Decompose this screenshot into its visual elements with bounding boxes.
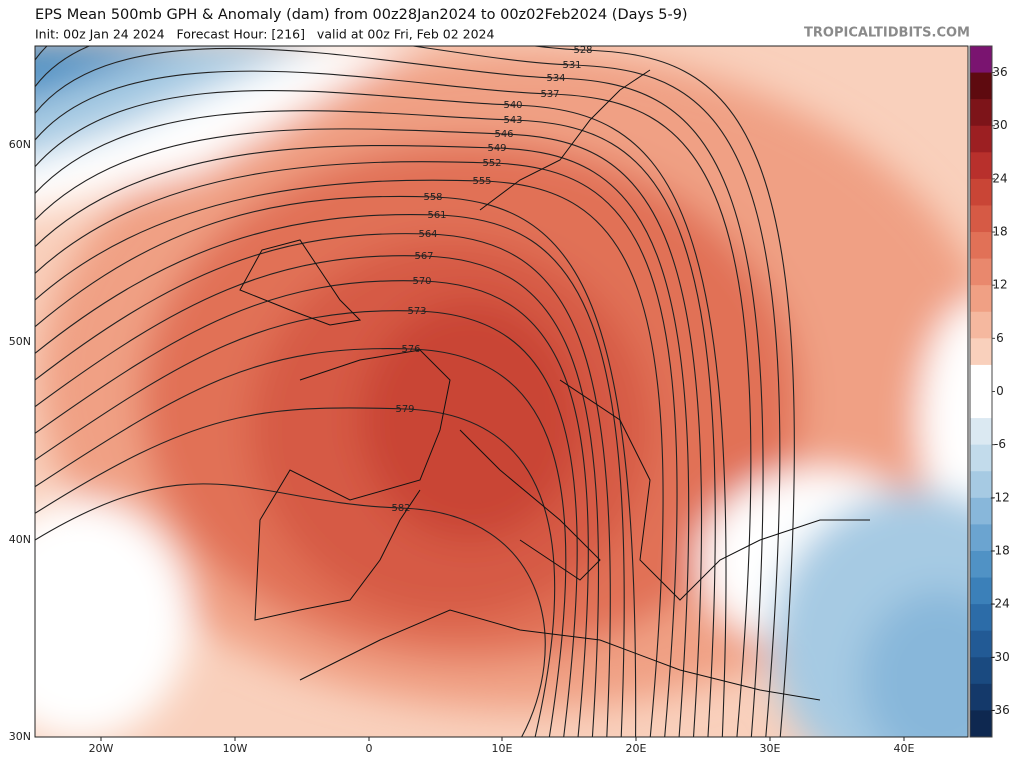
colorbar-tick-label: -30 <box>990 650 1010 664</box>
contour-line <box>35 407 556 737</box>
colorbar-swatch <box>970 710 992 738</box>
colorbar-swatch <box>970 258 992 286</box>
lon-label: 20E <box>626 742 647 755</box>
contour-label: 549 <box>487 143 506 154</box>
colorbar-swatch <box>970 364 992 392</box>
subtitle: Init: 00z Jan 24 2024 Forecast Hour: [21… <box>35 27 495 42</box>
colorbar-tick-label: -36 <box>990 703 1010 717</box>
lat-label: 30N <box>9 730 31 743</box>
contour-line <box>35 233 611 737</box>
colorbar-swatch <box>970 338 992 366</box>
contour-label: 576 <box>401 344 420 355</box>
contour-label: 540 <box>503 100 522 111</box>
contour-label: 567 <box>414 251 433 262</box>
colorbar-swatch <box>970 285 992 313</box>
contour-label: 573 <box>407 306 426 317</box>
title: EPS Mean 500mb GPH & Anomaly (dam) from … <box>35 7 688 23</box>
colorbar-tick-label: -18 <box>990 543 1010 557</box>
contour-label: 561 <box>427 210 446 221</box>
contour-line <box>35 195 637 737</box>
colorbar-tick-label: 36 <box>992 65 1007 79</box>
contour-line <box>35 255 599 737</box>
colorbar-tick-label: -12 <box>990 490 1010 504</box>
colorbar-swatch <box>970 72 992 100</box>
colorbar-tick-label: -24 <box>990 597 1010 611</box>
colorbar-tick-label: -6 <box>994 437 1006 451</box>
colorbar-swatch <box>970 577 992 605</box>
contour-line <box>35 214 625 737</box>
lat-label: 50N <box>9 335 31 348</box>
lat-label: 60N <box>9 138 31 151</box>
contour-label: 570 <box>412 276 431 287</box>
lon-label: 10W <box>223 742 248 755</box>
contour-line <box>35 47 764 737</box>
contour-line <box>35 310 578 737</box>
colorbar-swatch <box>970 125 992 153</box>
map-field <box>35 46 968 737</box>
contour-line <box>35 280 589 737</box>
colorbar-swatch <box>970 418 992 446</box>
contour-label: 543 <box>503 115 522 126</box>
lon-label: 0 <box>366 742 373 755</box>
colorbar-swatch <box>970 604 992 632</box>
contour-label: 564 <box>418 229 437 240</box>
colorbar-swatch <box>970 630 992 658</box>
contour-line <box>35 46 781 737</box>
colorbar-tick-label: 12 <box>992 278 1007 292</box>
contour-label: 552 <box>482 158 501 169</box>
colorbar-swatch <box>970 497 992 525</box>
colorbar-swatch <box>970 152 992 180</box>
contour-line <box>35 179 664 737</box>
colorbar-swatch <box>970 232 992 260</box>
contour-label: 534 <box>546 73 565 84</box>
colorbar: 36 30 24 18 12 6 0 -6 -12 -18 -24 -30 -36 <box>969 45 1010 738</box>
contour-label: 528 <box>573 45 592 56</box>
colorbar-swatch <box>970 657 992 685</box>
colorbar-swatch <box>970 471 992 499</box>
contour-label: 582 <box>391 503 410 514</box>
lon-label: 10E <box>492 742 513 755</box>
colorbar-tick-label: 18 <box>992 225 1007 239</box>
colorbar-tick-label: 6 <box>996 331 1004 345</box>
contour-line <box>35 46 795 737</box>
lon-label: 40E <box>894 742 915 755</box>
contour-line <box>35 483 546 737</box>
contour-line <box>35 110 716 737</box>
contour-line <box>35 89 727 737</box>
contour-line <box>35 144 690 737</box>
contour-label: 558 <box>423 192 442 203</box>
colorbar-swatch <box>970 46 992 74</box>
contour-label: 579 <box>395 404 414 415</box>
colorbar-swatch <box>970 550 992 579</box>
contour-line <box>35 70 752 737</box>
colorbar-swatch <box>970 391 992 419</box>
lon-label: 20W <box>89 742 114 755</box>
lon-label: 30E <box>760 742 781 755</box>
colorbar-swatch <box>970 311 992 339</box>
colorbar-swatch <box>970 99 992 127</box>
colorbar-swatch <box>970 683 992 711</box>
colorbar-tick-label: 30 <box>992 118 1007 132</box>
contour-line <box>35 161 678 737</box>
lat-label: 40N <box>9 533 31 546</box>
contour-label: 537 <box>540 89 559 100</box>
contour-label: 546 <box>494 129 513 140</box>
site-name: TROPICALTIDBITS.COM <box>804 26 970 41</box>
contour-label: 531 <box>562 60 581 71</box>
colorbar-swatch <box>970 524 992 552</box>
colorbar-tick-label: 24 <box>992 171 1007 185</box>
colorbar-swatch <box>970 444 992 472</box>
coastlines <box>239 69 870 701</box>
contour-label: 555 <box>472 176 491 187</box>
colorbar-tick-label: 0 <box>996 384 1004 398</box>
colorbar-swatch <box>970 205 992 233</box>
colorbar-swatch <box>970 178 992 206</box>
contour-line <box>35 128 703 737</box>
